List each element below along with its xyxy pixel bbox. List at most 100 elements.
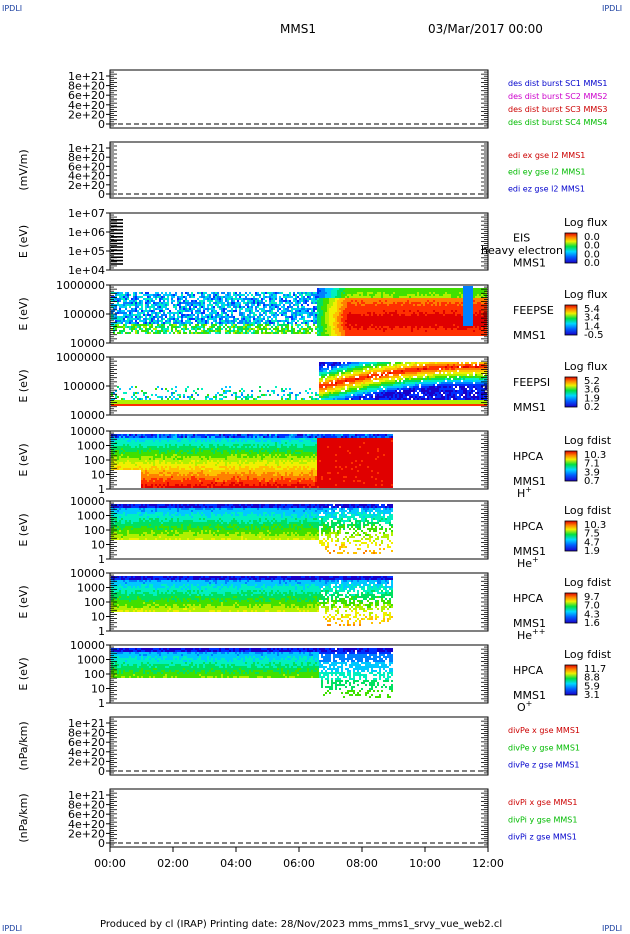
spectrogram-cell — [149, 318, 151, 320]
spectrogram-cell — [111, 306, 113, 308]
spectrogram-cell — [321, 300, 323, 302]
spectrogram-cell — [205, 396, 207, 398]
spectrogram-cell — [235, 304, 237, 306]
spectrogram-cell — [483, 302, 485, 304]
spectrogram-cell — [341, 310, 343, 312]
spectrogram-cell — [223, 326, 225, 328]
spectrogram-cell — [147, 402, 149, 404]
spectrogram-cell — [225, 298, 227, 300]
spectrogram-cell — [433, 312, 435, 314]
spectrogram-cell — [419, 308, 421, 310]
spectrogram-cell — [291, 328, 293, 330]
spectrogram-cell — [193, 390, 195, 392]
spectrogram-cell — [477, 314, 479, 316]
spectrogram-cell — [481, 300, 483, 302]
spectrogram-cell — [199, 332, 201, 334]
spectrogram-cell — [317, 296, 319, 298]
spectrogram-cell — [251, 322, 253, 324]
spectrogram-cell — [363, 296, 365, 298]
spectrogram-cell — [161, 388, 163, 390]
spectrogram-cell — [347, 396, 349, 398]
spectrogram-cell — [237, 304, 239, 306]
spectrogram-cell — [347, 300, 349, 302]
spectrogram-cell — [303, 404, 305, 406]
spectrogram-cell — [341, 370, 343, 372]
spectrogram-cell — [337, 288, 339, 290]
spectrogram-cell — [449, 310, 451, 312]
spectrogram-cell — [425, 320, 427, 322]
spectrogram-cell — [405, 306, 407, 308]
spectrogram-cell — [199, 320, 201, 322]
spectrogram-cell — [389, 296, 391, 298]
spectrogram-cell — [177, 310, 179, 312]
spectrogram-cell — [455, 314, 457, 316]
spectrogram-cell — [363, 292, 365, 294]
spectrogram-cell — [187, 308, 189, 310]
spectrogram-cell — [159, 306, 161, 308]
spectrogram-cell — [385, 302, 387, 304]
spectrogram-cell — [301, 332, 303, 334]
spectrogram-cell — [351, 304, 353, 306]
spectrogram-cell — [215, 312, 217, 314]
spectrogram-cell — [191, 328, 193, 330]
spectrogram-cell — [473, 322, 475, 324]
spectrogram-cell — [327, 330, 329, 332]
spectrogram-cell — [429, 330, 431, 332]
spectrogram-cell — [423, 316, 425, 318]
spectrogram-cell — [367, 388, 369, 390]
spectrogram-cell — [429, 334, 431, 336]
spectrogram-cell — [313, 318, 315, 320]
spectrogram-cell — [339, 304, 341, 306]
spectrogram-cell — [337, 334, 339, 336]
spectrogram-cell — [271, 298, 273, 300]
spectrogram-cell — [259, 386, 261, 388]
spectrogram-cell — [405, 330, 407, 332]
spectrogram-cell — [115, 404, 117, 406]
spectrogram-cell — [183, 396, 185, 398]
spectrogram-cell — [401, 332, 403, 334]
spectrogram-cell — [347, 314, 349, 316]
spectrogram-cell — [241, 404, 243, 406]
spectrogram-cell — [167, 302, 169, 304]
spectrogram-cell — [385, 328, 387, 330]
spectrogram-cell — [117, 326, 119, 328]
spectrogram-cell — [251, 324, 253, 326]
spectrogram-cell — [277, 400, 279, 402]
spectrogram-cell — [183, 310, 185, 312]
spectrogram-cell — [145, 308, 147, 310]
spectrogram-cell — [323, 292, 325, 294]
spectrogram-cell — [405, 328, 407, 330]
spectrogram-cell — [169, 310, 171, 312]
spectrogram-cell — [345, 384, 347, 386]
spectrogram-cell — [255, 398, 257, 400]
spectrogram-cell — [137, 302, 139, 304]
spectrogram-cell — [335, 398, 337, 400]
spectrogram-cell — [335, 296, 337, 298]
spectrogram-cell — [417, 332, 419, 334]
spectrogram-cell — [187, 404, 189, 406]
spectrogram-cell — [453, 304, 455, 306]
spectrogram-cell — [255, 292, 257, 294]
spectrogram-cell — [267, 404, 269, 406]
spectrogram-cell — [327, 304, 329, 306]
spectrogram-cell — [203, 322, 205, 324]
spectrogram-cell — [467, 298, 469, 300]
spectrogram-cell — [367, 314, 369, 316]
spectrogram-cell — [311, 312, 313, 314]
spectrogram-cell — [311, 398, 313, 400]
spectrogram-cell — [341, 376, 343, 378]
spectrogram-cell — [287, 310, 289, 312]
spectrogram-cell — [367, 400, 369, 402]
spectrogram-cell — [381, 306, 383, 308]
spectrogram-cell — [391, 296, 393, 298]
spectrogram-cell — [325, 382, 327, 384]
spectrogram-cell — [129, 332, 131, 334]
spectrogram-cell — [267, 324, 269, 326]
spectrogram-cell — [163, 302, 165, 304]
spectrogram-cell — [213, 310, 215, 312]
spectrogram-cell — [169, 400, 171, 402]
spectrogram-cell — [383, 318, 385, 320]
spectrogram-cell — [449, 308, 451, 310]
spectrogram-cell — [155, 298, 157, 300]
